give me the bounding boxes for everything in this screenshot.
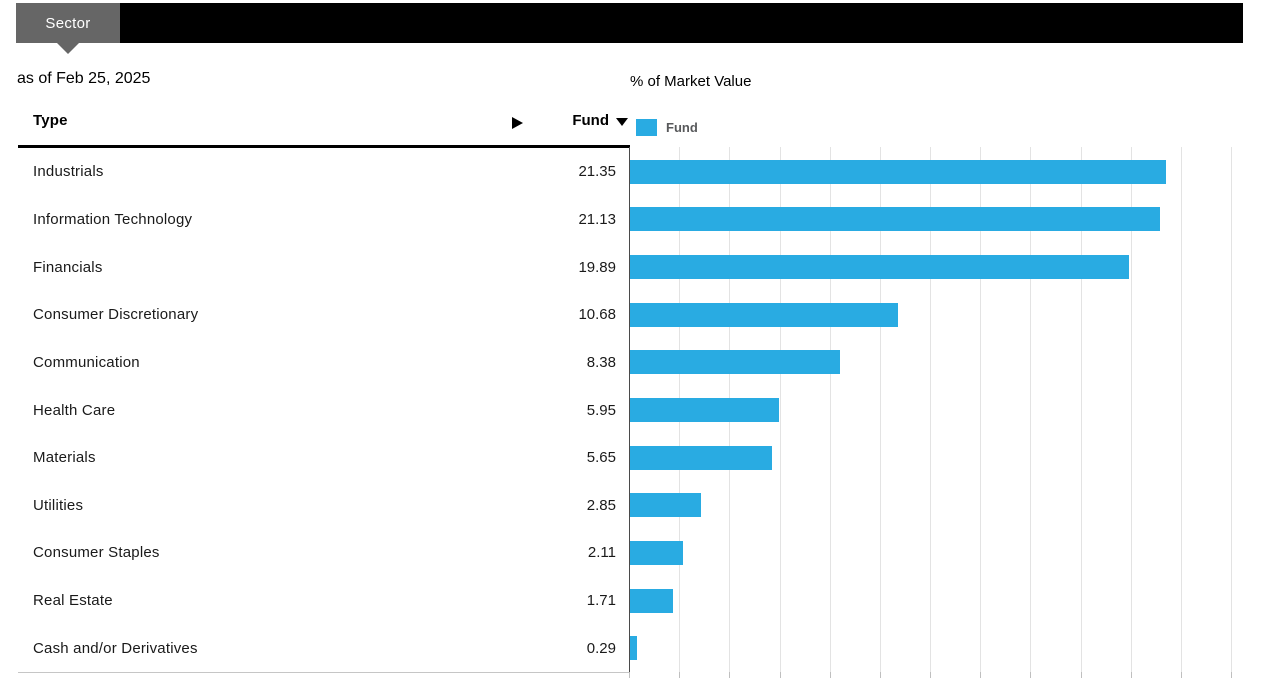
fund-bar <box>630 159 1166 184</box>
fund-bar <box>630 302 898 327</box>
row-sector-label: Cash and/or Derivatives <box>33 639 198 657</box>
table-row: Utilities 2.85 <box>18 481 630 529</box>
chart-gridline <box>1180 147 1182 672</box>
as-of-date: as of Feb 25, 2025 <box>17 70 151 87</box>
chart-tick-mark <box>629 672 630 678</box>
table-row: Consumer Staples 2.11 <box>18 529 630 577</box>
chart-gridline <box>779 147 781 672</box>
fund-bar <box>630 588 673 613</box>
chart-tick-mark <box>1030 672 1032 678</box>
row-sector-label: Materials <box>33 449 96 467</box>
chart-tick-mark <box>729 672 731 678</box>
chart-tick-mark <box>930 672 931 678</box>
chart-gridline <box>930 147 931 672</box>
fund-bar <box>630 540 683 565</box>
table-row: Industrials 21.35 <box>18 148 630 196</box>
row-fund-value: 21.13 <box>578 210 616 228</box>
row-fund-value: 8.38 <box>586 353 616 371</box>
chart-gridline <box>1231 147 1232 672</box>
row-fund-value: 21.35 <box>578 163 616 181</box>
fund-bar <box>630 207 1160 232</box>
row-sector-label: Utilities <box>33 496 84 514</box>
chart-gridline <box>980 147 982 672</box>
chart-gridline <box>829 147 831 672</box>
row-fund-value: 2.85 <box>586 496 616 514</box>
fund-bar <box>630 445 772 470</box>
tab-sector-label: Sector <box>45 14 91 32</box>
table-row: Materials 5.65 <box>18 434 630 482</box>
chart-gridline <box>1080 147 1082 672</box>
chart-tick-mark <box>980 672 982 678</box>
legend-item-fund[interactable]: Fund <box>636 119 698 136</box>
chart-title: % of Market Value <box>630 73 752 90</box>
table-row: Real Estate 1.71 <box>18 577 630 625</box>
row-sector-label: Health Care <box>33 401 116 419</box>
fund-bar <box>630 493 702 518</box>
tab-sector[interactable]: Sector <box>16 3 120 43</box>
table-row: Consumer Discretionary 10.68 <box>18 291 630 339</box>
row-fund-value: 5.65 <box>586 449 616 467</box>
row-sector-label: Industrials <box>33 163 104 181</box>
table-row: Cash and/or Derivatives 0.29 <box>18 624 630 672</box>
tab-pointer-icon <box>57 43 79 54</box>
table-row: Health Care 5.95 <box>18 386 630 434</box>
chart-tick-mark <box>829 672 831 678</box>
sort-descending-icon <box>616 117 628 126</box>
chart-gridline <box>879 147 881 672</box>
chart-gridline <box>1130 147 1132 672</box>
row-sector-label: Financials <box>33 258 103 276</box>
legend-swatch-icon <box>636 119 657 136</box>
fund-bar <box>630 398 780 422</box>
fund-bar <box>630 636 638 661</box>
column-header-fund-sort[interactable]: Fund <box>430 112 628 129</box>
chart-axis-line <box>629 147 630 672</box>
bar-chart <box>629 147 1240 678</box>
table-bottom-border <box>18 672 630 673</box>
chart-tick-mark <box>779 672 781 678</box>
row-sector-label: Consumer Staples <box>33 544 160 562</box>
table-row: Communication 8.38 <box>18 339 630 387</box>
row-fund-value: 19.89 <box>578 258 616 276</box>
expand-column-icon[interactable] <box>512 117 523 129</box>
chart-tick-mark <box>1180 672 1182 678</box>
row-sector-label: Communication <box>33 353 140 371</box>
table-row: Financials 19.89 <box>18 243 630 291</box>
chart-tick-mark <box>1080 672 1082 678</box>
legend-label: Fund <box>666 120 698 135</box>
column-header-fund-label: Fund <box>572 112 609 129</box>
row-fund-value: 2.11 <box>587 544 616 562</box>
row-sector-label: Consumer Discretionary <box>33 306 199 324</box>
row-fund-value: 1.71 <box>586 592 616 610</box>
section-header-bar: Sector <box>16 3 1243 54</box>
row-fund-value: 10.68 <box>578 306 616 324</box>
fund-bar <box>630 255 1129 280</box>
chart-tick-mark <box>679 672 681 678</box>
chart-gridline <box>1030 147 1032 672</box>
table-header-divider <box>18 145 630 148</box>
sector-table-body: Industrials 21.35 Information Technology 21… <box>18 148 630 672</box>
table-row: Information Technology 21.13 <box>18 196 630 244</box>
row-sector-label: Information Technology <box>33 210 193 228</box>
row-fund-value: 0.29 <box>586 639 616 657</box>
chart-tick-mark <box>879 672 881 678</box>
chart-tick-mark <box>1130 672 1132 678</box>
column-header-type: Type <box>33 112 68 129</box>
fund-bar <box>630 350 841 375</box>
chart-tick-mark <box>1231 672 1232 678</box>
row-fund-value: 5.95 <box>586 401 616 419</box>
row-sector-label: Real Estate <box>33 592 113 610</box>
